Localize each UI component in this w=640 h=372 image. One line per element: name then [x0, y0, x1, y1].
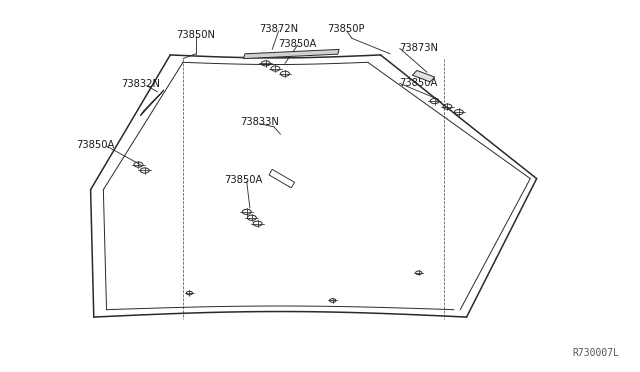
Polygon shape — [244, 49, 339, 59]
Text: 73850A: 73850A — [399, 78, 438, 88]
Text: 73850A: 73850A — [77, 140, 115, 150]
Text: 73850A: 73850A — [225, 176, 263, 186]
Polygon shape — [140, 90, 164, 116]
Text: 73850P: 73850P — [327, 24, 364, 34]
Polygon shape — [412, 70, 435, 82]
Text: 73833N: 73833N — [240, 118, 279, 128]
Text: 73850N: 73850N — [176, 31, 215, 40]
Text: 73872N: 73872N — [259, 24, 298, 34]
Text: R730007L: R730007L — [573, 348, 620, 358]
Text: 73850A: 73850A — [278, 39, 317, 49]
Text: 73873N: 73873N — [399, 42, 438, 52]
Text: 73832N: 73832N — [121, 80, 160, 89]
